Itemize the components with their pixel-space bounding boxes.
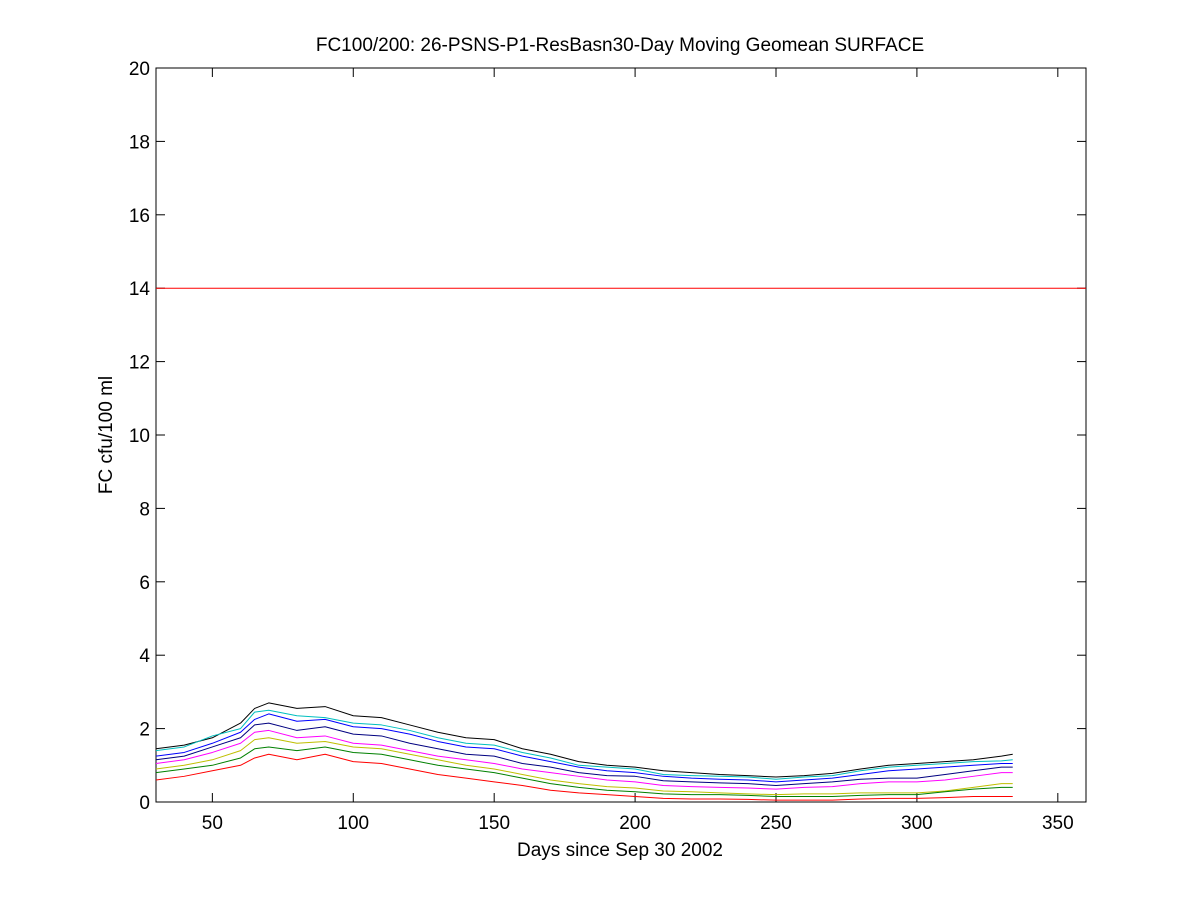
- y-tick-label: 10: [129, 426, 150, 447]
- y-tick-label: 12: [129, 353, 150, 374]
- x-tick-label: 50: [202, 813, 223, 834]
- series-line-4: [155, 722, 1013, 786]
- y-axis-label: FC cfu/100 ml: [96, 376, 117, 494]
- series-line-5: [155, 729, 1013, 790]
- y-tick-label: 20: [129, 59, 150, 80]
- y-tick-label: 6: [139, 573, 150, 594]
- series-line-3: [155, 713, 1013, 783]
- y-tick-label: 8: [139, 499, 150, 520]
- x-tick-label: 350: [1042, 813, 1074, 834]
- y-tick-label: 0: [139, 793, 150, 814]
- y-tick-label: 14: [129, 279, 151, 300]
- series-line-7: [155, 746, 1013, 797]
- y-tick-label: 18: [129, 132, 150, 153]
- x-tick-label: 250: [760, 813, 792, 834]
- x-tick-label: 150: [478, 813, 510, 834]
- series-line-2: [155, 709, 1013, 780]
- y-tick-label: 2: [139, 720, 150, 741]
- x-tick-label: 300: [901, 813, 933, 834]
- x-tick-label: 100: [337, 813, 369, 834]
- series-line-1: [155, 702, 1013, 778]
- series-line-8: [155, 753, 1013, 801]
- chart-title: FC100/200: 26-PSNS-P1-ResBasn30-Day Movi…: [316, 35, 924, 56]
- plot-area: 50 100 150 200 250 300 350 0 2 4 6 8 10 12 14 16 18 20: [129, 59, 1087, 834]
- y-tick-label: 16: [129, 206, 150, 227]
- x-axis-label: Days since Sep 30 2002: [517, 840, 723, 861]
- y-tick-label: 4: [139, 646, 150, 667]
- series-line-6: [155, 737, 1013, 796]
- x-tick-label: 200: [619, 813, 651, 834]
